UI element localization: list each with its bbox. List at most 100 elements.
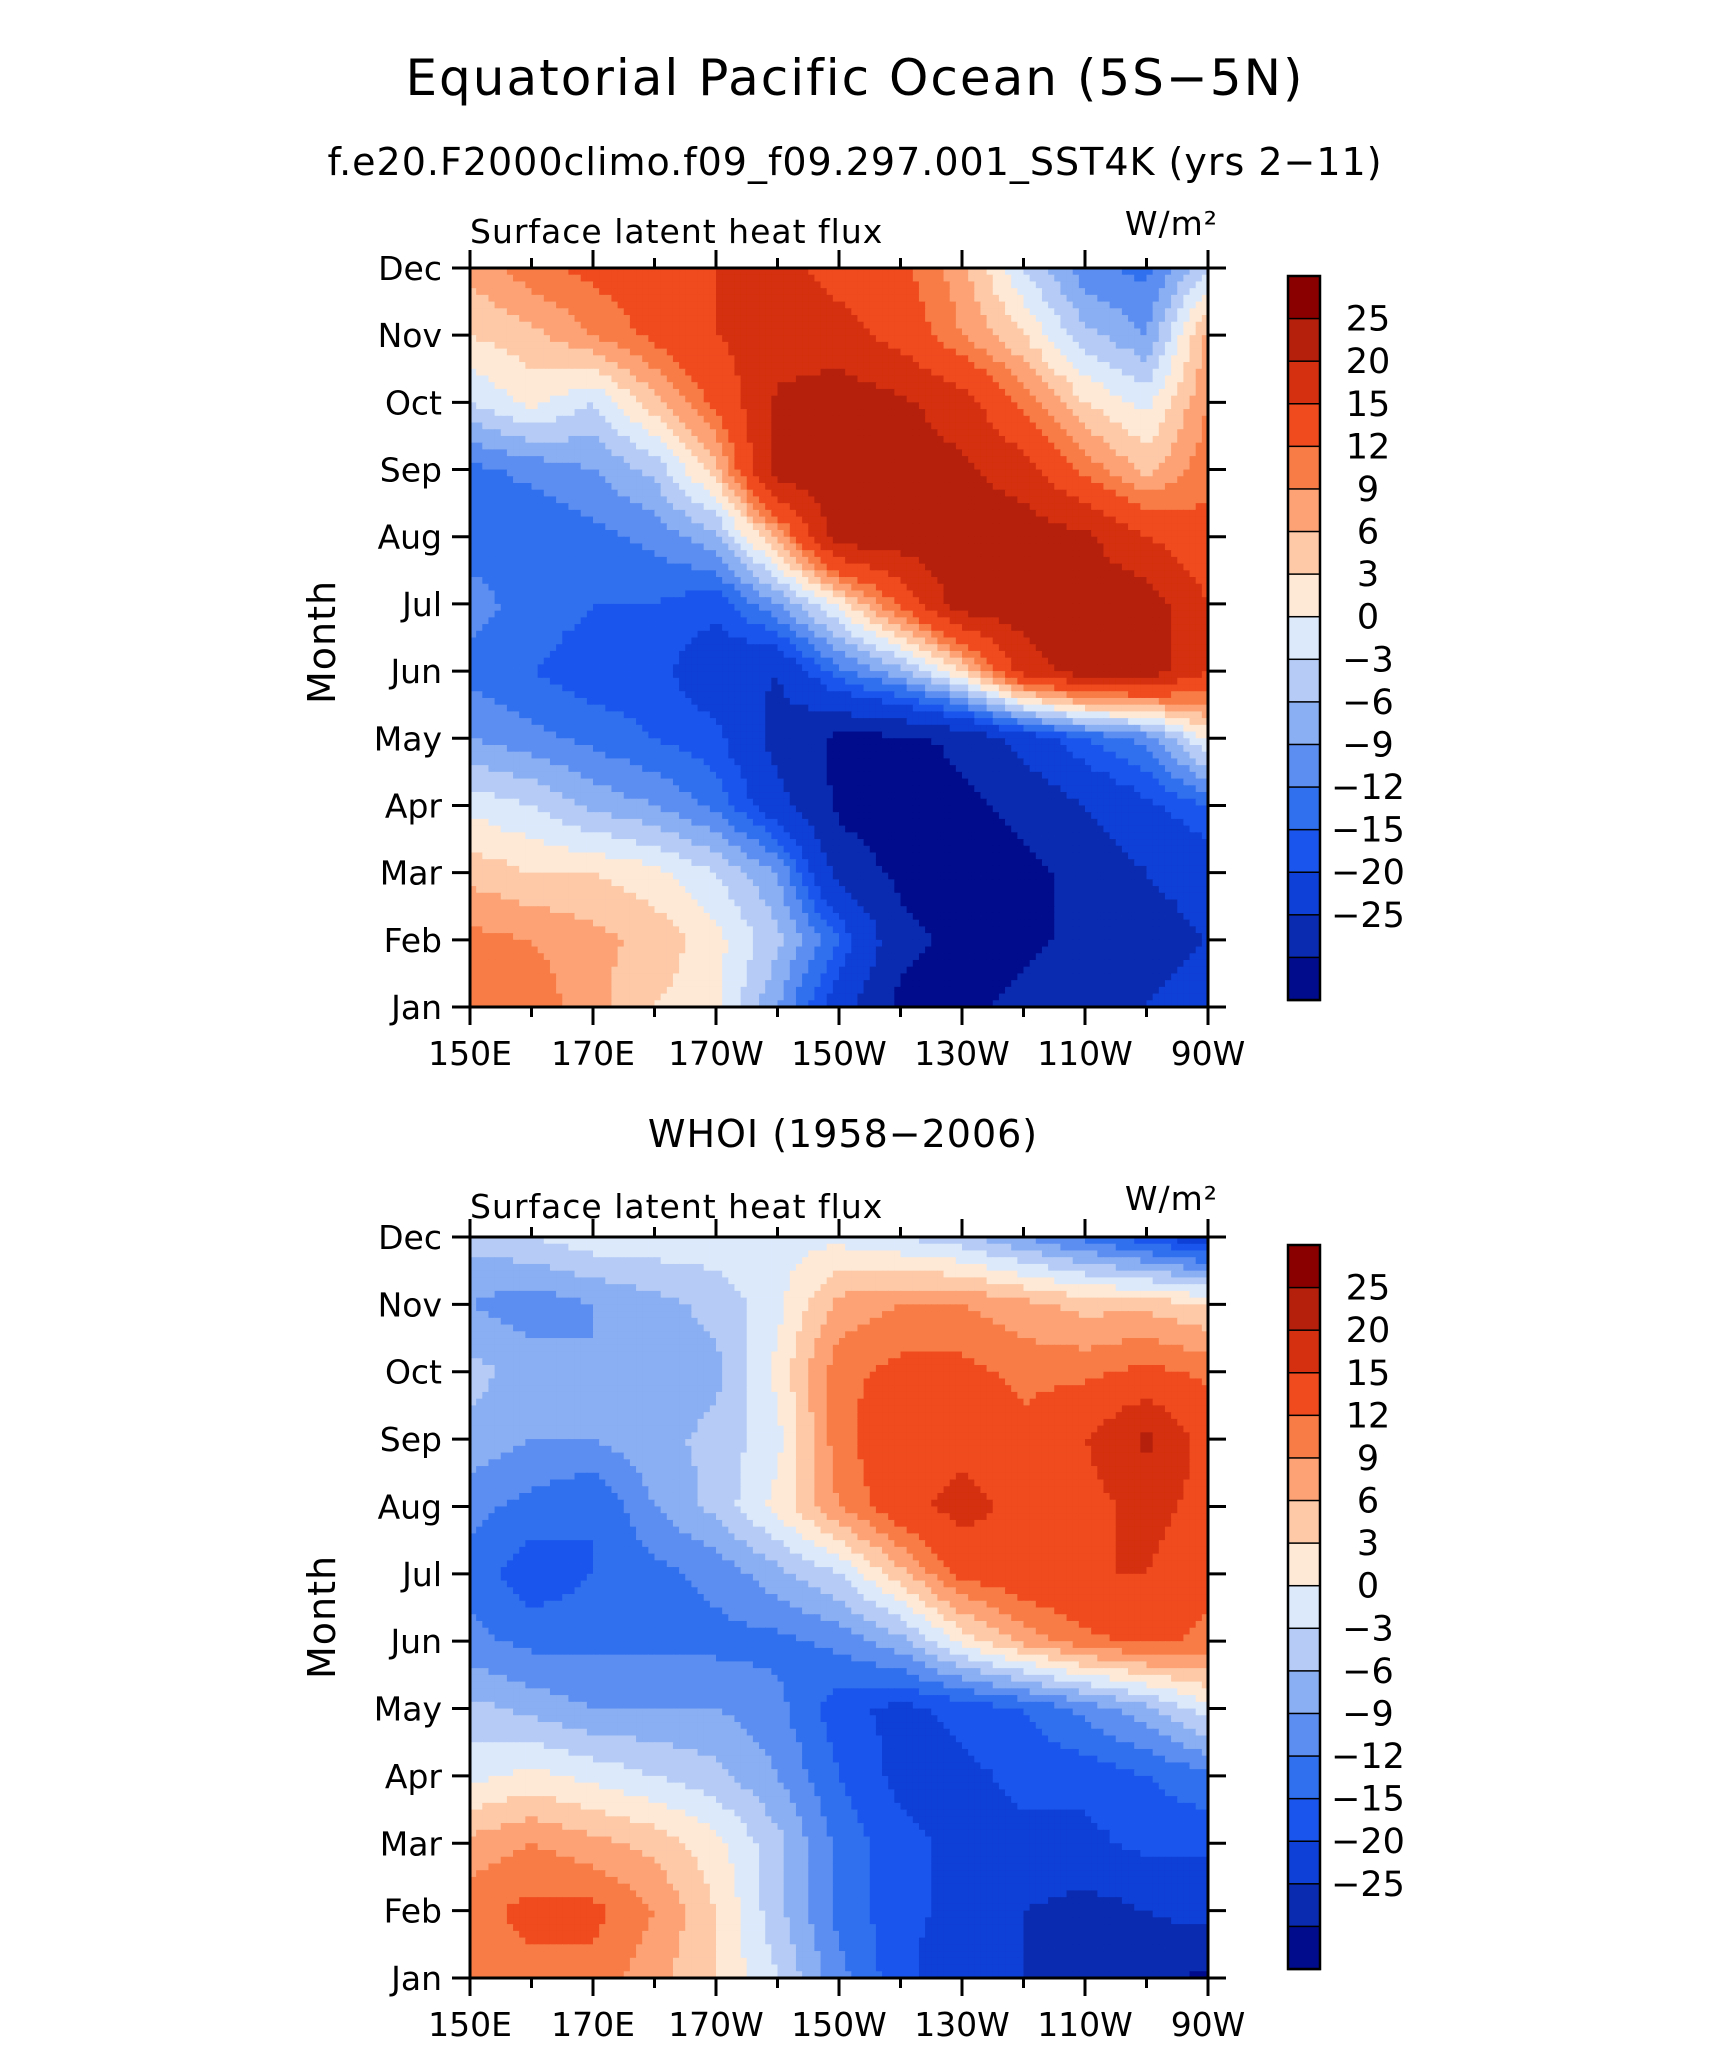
heatmap-cell xyxy=(1078,523,1086,531)
heatmap-cell xyxy=(1128,503,1135,511)
heatmap-cell xyxy=(1158,388,1166,397)
heatmap-cell xyxy=(728,362,736,370)
heatmap-cell xyxy=(900,268,908,276)
heatmap-cell xyxy=(814,268,822,276)
heatmap-cell xyxy=(488,536,496,545)
heatmap-cell xyxy=(777,476,785,484)
heatmap-cell xyxy=(722,482,729,491)
heatmap-cell xyxy=(808,456,815,464)
heatmap-cell xyxy=(851,516,859,524)
heatmap-cell xyxy=(470,449,477,457)
heatmap-cell xyxy=(894,328,902,336)
heatmap-cell xyxy=(494,442,502,450)
heatmap-cell xyxy=(765,516,772,524)
heatmap-cell xyxy=(697,368,705,377)
heatmap-cell xyxy=(992,536,1000,545)
heatmap-cell xyxy=(1121,388,1129,397)
heatmap-cell xyxy=(1097,516,1105,524)
heatmap-cell xyxy=(820,348,828,356)
heatmap-cell xyxy=(980,482,988,491)
heatmap-cell xyxy=(1035,503,1043,511)
heatmap-cell xyxy=(1171,281,1178,289)
heatmap-cell xyxy=(808,288,815,296)
heatmap-cell xyxy=(703,315,711,323)
heatmap-cell xyxy=(1177,388,1184,397)
heatmap-cell xyxy=(580,274,588,283)
heatmap-cell xyxy=(642,274,649,283)
heatmap-cell xyxy=(1011,536,1018,545)
heatmap-cell xyxy=(734,335,742,343)
heatmap-cell xyxy=(1060,489,1068,498)
heatmap-cell xyxy=(636,355,643,363)
heatmap-cell xyxy=(648,409,656,417)
heatmap-cell xyxy=(808,415,815,424)
heatmap-cell xyxy=(580,328,588,336)
heatmap-cell xyxy=(974,341,982,350)
heatmap-cell xyxy=(1177,435,1184,444)
heatmap-cell xyxy=(568,382,576,390)
heatmap-cell xyxy=(685,530,692,538)
heatmap-cell xyxy=(783,274,791,283)
heatmap-cell xyxy=(925,509,932,518)
heatmap-cell xyxy=(636,516,643,524)
heatmap-cell xyxy=(783,388,791,397)
heatmap-cell xyxy=(1085,281,1092,289)
heatmap-cell xyxy=(857,368,865,377)
heatmap-cell xyxy=(494,435,502,444)
heatmap-cell xyxy=(955,482,963,491)
heatmap-cell xyxy=(1066,274,1074,283)
heatmap-cell xyxy=(599,509,606,518)
heatmap-cell xyxy=(679,422,686,430)
heatmap-cell xyxy=(1109,294,1117,303)
heatmap-cell xyxy=(482,469,490,477)
heatmap-cell xyxy=(1121,348,1129,356)
heatmap-cell xyxy=(519,429,526,437)
heatmap-cell xyxy=(759,409,766,417)
heatmap-cell xyxy=(759,315,766,323)
heatmap-cell xyxy=(955,456,963,464)
heatmap-cell xyxy=(500,503,508,511)
heatmap-cell xyxy=(1029,415,1037,424)
heatmap-cell xyxy=(525,328,533,336)
heatmap-cell xyxy=(882,395,889,403)
heatmap-cell xyxy=(839,382,846,390)
heatmap-cell xyxy=(599,536,606,545)
panel-model: JanFebMarAprMayJunJulAugSepOctNovDec150E… xyxy=(300,204,1405,1073)
heatmap-cell xyxy=(623,435,631,444)
heatmap-cell xyxy=(931,536,938,545)
heatmap-cell xyxy=(660,315,668,323)
heatmap-cell xyxy=(1023,422,1031,430)
heatmap-cell xyxy=(722,462,729,471)
heatmap-cell xyxy=(488,268,496,276)
heatmap-cell xyxy=(1023,368,1031,377)
heatmap-cell xyxy=(1023,462,1031,471)
heatmap-cell xyxy=(955,449,963,457)
heatmap-cell xyxy=(1011,274,1018,283)
heatmap-cell xyxy=(949,268,957,276)
heatmap-cell xyxy=(1177,395,1184,403)
heatmap-cell xyxy=(1140,469,1148,477)
heatmap-cell xyxy=(685,274,692,283)
heatmap-cell xyxy=(1128,462,1135,471)
heatmap-cell xyxy=(783,442,791,450)
heatmap-cell xyxy=(531,442,539,450)
heatmap-cell xyxy=(1146,429,1154,437)
heatmap-cell xyxy=(1072,268,1080,276)
heatmap-cell xyxy=(777,435,785,444)
heatmap-cell xyxy=(537,388,545,397)
heatmap-cell xyxy=(925,462,932,471)
heatmap-cell xyxy=(1048,335,1055,343)
heatmap-cell xyxy=(537,449,545,457)
heatmap-cell xyxy=(703,530,711,538)
heatmap-cell xyxy=(734,530,742,538)
heatmap-cell xyxy=(697,462,705,471)
heatmap-cell xyxy=(980,362,988,370)
heatmap-cell xyxy=(734,402,742,410)
heatmap-cell xyxy=(580,368,588,377)
heatmap-cell xyxy=(574,308,582,316)
heatmap-cell xyxy=(1060,294,1068,303)
heatmap-cell xyxy=(568,476,576,484)
heatmap-cell xyxy=(1164,294,1172,303)
heatmap-cell xyxy=(636,476,643,484)
heatmap-cell xyxy=(894,530,902,538)
